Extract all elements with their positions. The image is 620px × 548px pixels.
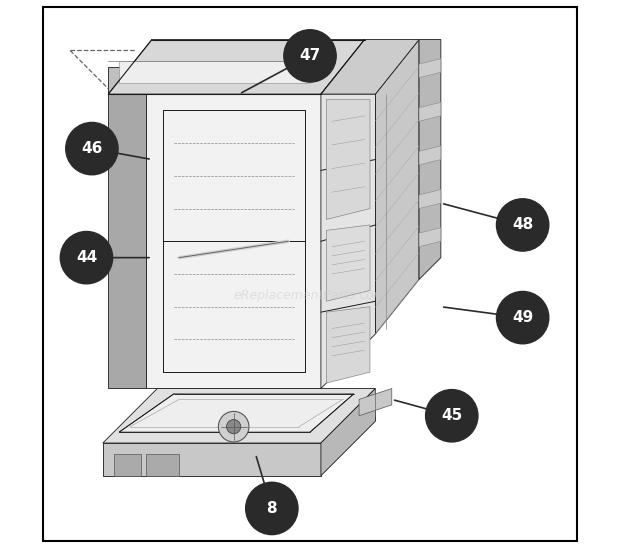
Polygon shape [146,454,179,476]
Polygon shape [419,39,441,279]
Polygon shape [326,307,370,383]
Polygon shape [321,94,376,389]
Polygon shape [113,454,141,476]
Text: 48: 48 [512,218,533,232]
Polygon shape [326,100,370,220]
Polygon shape [376,39,419,334]
Text: 47: 47 [299,48,321,64]
Polygon shape [108,39,365,94]
Polygon shape [321,39,419,94]
Circle shape [497,292,549,344]
Circle shape [226,420,241,434]
Polygon shape [321,389,376,476]
Polygon shape [119,61,310,83]
Polygon shape [103,443,321,476]
Circle shape [218,412,249,442]
Circle shape [60,231,113,284]
Circle shape [66,122,118,175]
Circle shape [425,390,478,442]
Polygon shape [419,102,441,121]
Text: 8: 8 [267,501,277,516]
FancyBboxPatch shape [43,7,577,541]
Polygon shape [108,94,146,389]
Text: 45: 45 [441,408,463,423]
Polygon shape [119,394,353,432]
Polygon shape [359,389,392,416]
Circle shape [284,30,336,82]
Circle shape [497,199,549,251]
Polygon shape [103,389,376,443]
Polygon shape [108,67,146,94]
Polygon shape [326,225,370,301]
Polygon shape [419,59,441,78]
Text: 44: 44 [76,250,97,265]
Circle shape [246,482,298,535]
Polygon shape [146,94,321,389]
Polygon shape [419,190,441,209]
Polygon shape [419,227,441,247]
Text: eReplacementParts.com: eReplacementParts.com [234,289,386,302]
Text: 49: 49 [512,310,533,325]
Polygon shape [419,146,441,165]
Text: 46: 46 [81,141,102,156]
